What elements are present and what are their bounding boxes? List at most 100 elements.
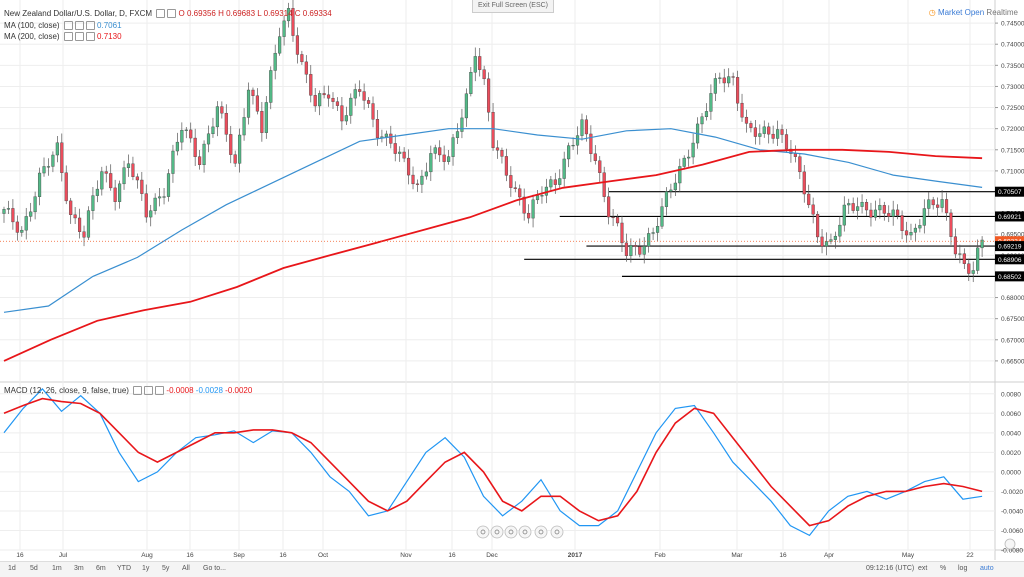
candle-body xyxy=(633,245,637,247)
candle-body xyxy=(407,157,411,176)
candle-body xyxy=(971,270,975,274)
candle-body xyxy=(682,157,686,167)
time-tick-label: 16 xyxy=(779,552,787,559)
price-label-text: 0.68502 xyxy=(998,274,1022,281)
candle-body xyxy=(736,77,740,104)
time-tick-label: 22 xyxy=(966,552,974,559)
candle-body xyxy=(264,102,268,133)
candle-body xyxy=(691,142,695,158)
candle-body xyxy=(442,154,446,162)
time-tick-label: Sep xyxy=(233,552,245,559)
nav-buttons[interactable] xyxy=(476,525,1016,550)
candle-body xyxy=(598,160,602,173)
candle-body xyxy=(913,227,917,233)
close-icon[interactable] xyxy=(85,32,95,42)
exit-fullscreen-button[interactable]: Exit Full Screen (ESC) xyxy=(472,0,554,13)
range-6m[interactable]: 6m xyxy=(96,565,106,572)
candle-body xyxy=(37,172,42,197)
candle-body xyxy=(838,224,842,237)
range-3m[interactable]: 3m xyxy=(74,565,84,572)
candle-body xyxy=(473,56,477,73)
price-label-box xyxy=(995,271,1024,282)
settings-icon[interactable] xyxy=(144,386,154,396)
nav-button xyxy=(490,525,504,539)
candle-body xyxy=(455,131,460,138)
candle-body xyxy=(233,154,237,164)
settings-icon[interactable] xyxy=(74,32,84,42)
range-all[interactable]: All xyxy=(182,565,190,572)
candle-body xyxy=(887,213,891,217)
range-1d[interactable]: 1d xyxy=(8,565,16,572)
goto-button[interactable]: Go to... xyxy=(203,565,226,572)
candle-body xyxy=(6,208,11,210)
candle-body xyxy=(767,126,771,135)
candle-body xyxy=(260,111,264,133)
eye-icon[interactable] xyxy=(63,21,73,31)
candle-body xyxy=(371,103,375,120)
time-tick-label: Apr xyxy=(824,552,835,559)
price-tick-label: 0.71500 xyxy=(1001,147,1024,154)
candle-body xyxy=(513,187,517,189)
price-label-text: 0.69921 xyxy=(998,214,1022,221)
visibility-icon[interactable] xyxy=(167,9,177,19)
candle-body xyxy=(851,203,855,211)
range-1y[interactable]: 1y xyxy=(142,565,150,572)
price-tick-label: 0.74000 xyxy=(1001,42,1024,49)
time-tick-label: Mar xyxy=(731,552,743,559)
macd-label: MACD (12, 26, close, 9, false, true) xyxy=(4,386,129,395)
percent-toggle[interactable]: % xyxy=(940,565,947,572)
range-5d[interactable]: 5d xyxy=(30,565,38,572)
candle-body xyxy=(869,209,873,218)
ma200-line xyxy=(3,148,983,362)
candle-body xyxy=(109,173,113,189)
candle-body xyxy=(86,210,91,238)
range-1m[interactable]: 1m xyxy=(52,565,62,572)
candle-body xyxy=(313,95,317,107)
candle-body xyxy=(20,229,24,233)
candle-body xyxy=(491,112,495,148)
price-label-text: 0.69219 xyxy=(998,244,1022,251)
candle-body xyxy=(24,216,28,231)
nav-button-icon xyxy=(508,529,514,535)
nav-button-icon xyxy=(538,529,544,535)
range-5y[interactable]: 5y xyxy=(162,565,170,572)
candle-body xyxy=(460,117,464,132)
candle-body xyxy=(282,20,286,37)
price-tick-label: 0.73500 xyxy=(1001,63,1024,70)
candle-body xyxy=(771,133,775,139)
price-axis[interactable]: 0.74500 0.74000 0.73500 0.73000 0.72500 0.720… xyxy=(995,21,1024,555)
candle-body xyxy=(144,193,148,218)
candle-body xyxy=(220,106,224,114)
candle-body xyxy=(135,176,139,181)
range-ytd[interactable]: YTD xyxy=(117,565,131,572)
ext-toggle[interactable]: ext xyxy=(918,565,928,572)
macd-tick-label: 0.0040 xyxy=(1001,430,1021,437)
time-axis[interactable]: 16 Jul Aug 16 Sep 16 Oct Nov 16 Dec 2017 Feb Mar 16 Ap… xyxy=(16,552,974,559)
candle-body xyxy=(687,156,691,159)
candle-body xyxy=(758,133,762,137)
eye-icon[interactable] xyxy=(133,386,143,396)
candle-body xyxy=(420,175,424,185)
horizontal-levels[interactable] xyxy=(524,191,995,277)
candle-body xyxy=(238,134,242,164)
candle-body xyxy=(215,106,219,128)
settings-icon[interactable] xyxy=(74,21,84,31)
close-icon[interactable] xyxy=(85,21,95,31)
candle-body xyxy=(891,209,895,217)
candle-body xyxy=(816,214,820,238)
settings-icon[interactable] xyxy=(156,9,166,19)
candle-body xyxy=(624,242,629,256)
nav-button-icon xyxy=(494,529,500,535)
candle-body xyxy=(807,193,811,206)
candle-body xyxy=(46,166,51,168)
auto-toggle[interactable]: auto xyxy=(980,565,994,572)
candle-body xyxy=(42,166,46,174)
macd-value-1: -0.0008 xyxy=(166,386,194,395)
candle-body xyxy=(731,76,735,78)
eye-icon[interactable] xyxy=(63,32,73,42)
close-icon[interactable] xyxy=(155,386,165,396)
candle-body xyxy=(518,188,522,198)
log-toggle[interactable]: log xyxy=(958,565,968,572)
candle-body xyxy=(522,196,526,214)
